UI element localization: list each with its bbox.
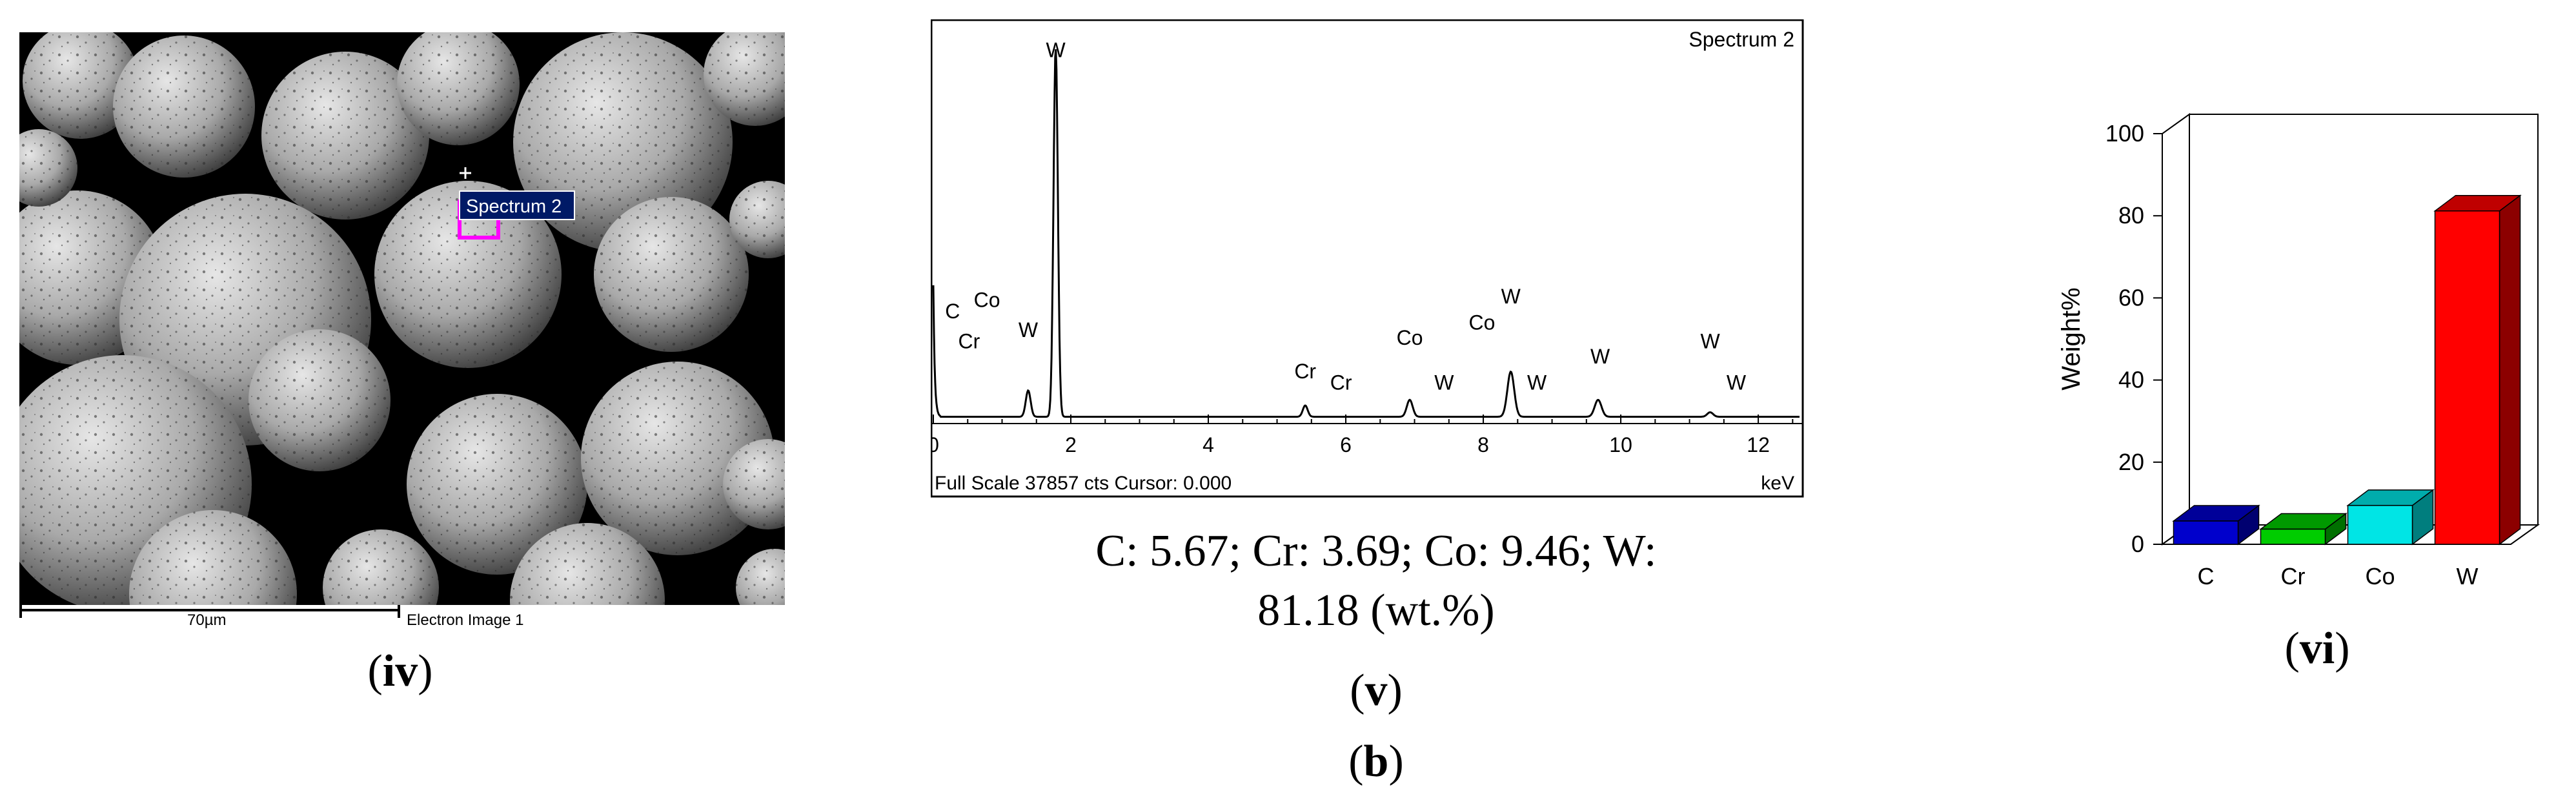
- bar: [2434, 210, 2500, 545]
- scalebar-label: 70µm: [187, 611, 227, 629]
- sem-particles: Spectrum 2: [19, 32, 785, 605]
- image-caption: Electron Image 1: [407, 611, 524, 629]
- bar-category-label: Co: [2365, 563, 2395, 589]
- eds-tick-label: 0: [931, 433, 939, 456]
- eds-peak-label: W: [1727, 371, 1747, 394]
- bar-category-label: C: [2198, 563, 2215, 589]
- eds-caption-line2: 81.18 (wt.%): [1257, 586, 1495, 635]
- spectrum-marker: Spectrum 2: [458, 167, 575, 240]
- spectrum-tag-bg: [459, 190, 575, 220]
- eds-peak-label: Cr: [1330, 371, 1352, 394]
- eds-peak-label: W: [1590, 345, 1610, 368]
- eds-peak-label: C: [945, 300, 960, 323]
- scalebar: [19, 609, 400, 611]
- scalebar-tick-right: [398, 605, 400, 618]
- bar-y-tick-label: 40: [2118, 367, 2144, 393]
- sem-particle-texture: [23, 32, 139, 139]
- panel-label-iv: (iv): [367, 646, 433, 696]
- bar: [2173, 520, 2239, 545]
- bar-y-tick-label: 100: [2105, 120, 2144, 147]
- sem-particle-texture: [19, 129, 77, 207]
- sem-particle-texture: [729, 181, 785, 258]
- bar-left-wall: [2162, 113, 2190, 546]
- weight-bar-chart: 0 20 40 60 80 100 Weight% C Cr Co W: [2033, 39, 2576, 620]
- panel-label-v: (v): [1350, 666, 1403, 715]
- bar-y-label: Weight%: [2057, 287, 2085, 390]
- bar-y-tick-label: 0: [2131, 531, 2144, 557]
- eds-frame: [930, 19, 1804, 498]
- bar-y-tick-label: 80: [2118, 202, 2144, 229]
- bar-category-label: Cr: [2281, 563, 2306, 589]
- eds-tick-label: 2: [1065, 433, 1077, 456]
- sem-particle-texture: [407, 394, 587, 575]
- sem-particle-texture: [594, 197, 749, 352]
- eds-tick-label: 12: [1747, 433, 1770, 456]
- bar: [2260, 528, 2326, 545]
- sem-particle-texture: [510, 523, 665, 605]
- eds-caption-line1: C: 5.67; Cr: 3.69; Co: 9.46; W:: [1095, 526, 1657, 576]
- eds-spectrum-chart: 0 2 4 6 8 10 12 W C Co Cr W Cr Cr Co W Co W W W W W Spectrum 2…: [928, 19, 1821, 504]
- sem-particle-texture: [261, 52, 429, 220]
- panel-label-b: (b): [1348, 737, 1404, 786]
- bar-category-label: W: [2457, 563, 2479, 589]
- sem-particle-texture: [581, 362, 775, 555]
- eds-caption: C: 5.67; Cr: 3.69; Co: 9.46; W: 81.18 (w…: [931, 522, 1821, 640]
- panel-label-vi: (vi): [2284, 624, 2350, 673]
- sem-particle-texture: [374, 181, 562, 368]
- eds-peak-label: Cr: [1294, 360, 1316, 383]
- eds-peak-label: Co: [1468, 311, 1495, 334]
- weight-bar-svg: 0 20 40 60 80 100 Weight% C Cr Co W: [2057, 113, 2541, 589]
- eds-spectrum-line: [932, 49, 1800, 418]
- eds-tick-label: 6: [1340, 433, 1352, 456]
- eds-peak-label: Co: [1397, 326, 1423, 349]
- sem-particle-texture: [397, 32, 520, 145]
- eds-tick-label: 8: [1477, 433, 1489, 456]
- sem-particle-texture: [129, 510, 297, 605]
- eds-tick-label: 4: [1202, 433, 1214, 456]
- eds-peak-label: W: [1527, 371, 1547, 394]
- bar: [2347, 505, 2413, 545]
- sem-particle-texture: [723, 439, 785, 529]
- sem-particle-texture: [736, 549, 785, 605]
- eds-peak-label: W: [1700, 330, 1720, 353]
- spectrum-tag: Spectrum 2: [466, 196, 562, 217]
- scalebar-area: 70µm Electron Image 1: [19, 605, 785, 637]
- sem-particle-texture: [704, 32, 785, 126]
- bar-y-tick-label: 20: [2118, 449, 2144, 475]
- sem-image: Spectrum 2: [19, 32, 785, 605]
- eds-peak-label: Cr: [958, 330, 980, 353]
- sem-particle-texture: [113, 36, 255, 178]
- sem-particle-texture: [248, 329, 390, 471]
- eds-xlabel: keV: [1761, 473, 1794, 494]
- eds-peak-label: W: [1019, 318, 1039, 342]
- eds-peak-label: W: [1434, 371, 1454, 394]
- bar-y-tick-label: 60: [2118, 284, 2144, 311]
- bar-side: [2499, 194, 2521, 546]
- eds-peak-label: W: [1046, 39, 1066, 62]
- eds-title: Spectrum 2: [1689, 28, 1794, 51]
- eds-peak-label: Co: [974, 289, 1000, 312]
- sem-particle-texture: [323, 529, 439, 605]
- eds-peak-label: W: [1501, 285, 1521, 308]
- scalebar-tick-left: [19, 605, 22, 618]
- eds-tick-label: 10: [1609, 433, 1632, 456]
- eds-footer: Full Scale 37857 cts Cursor: 0.000: [935, 473, 1232, 494]
